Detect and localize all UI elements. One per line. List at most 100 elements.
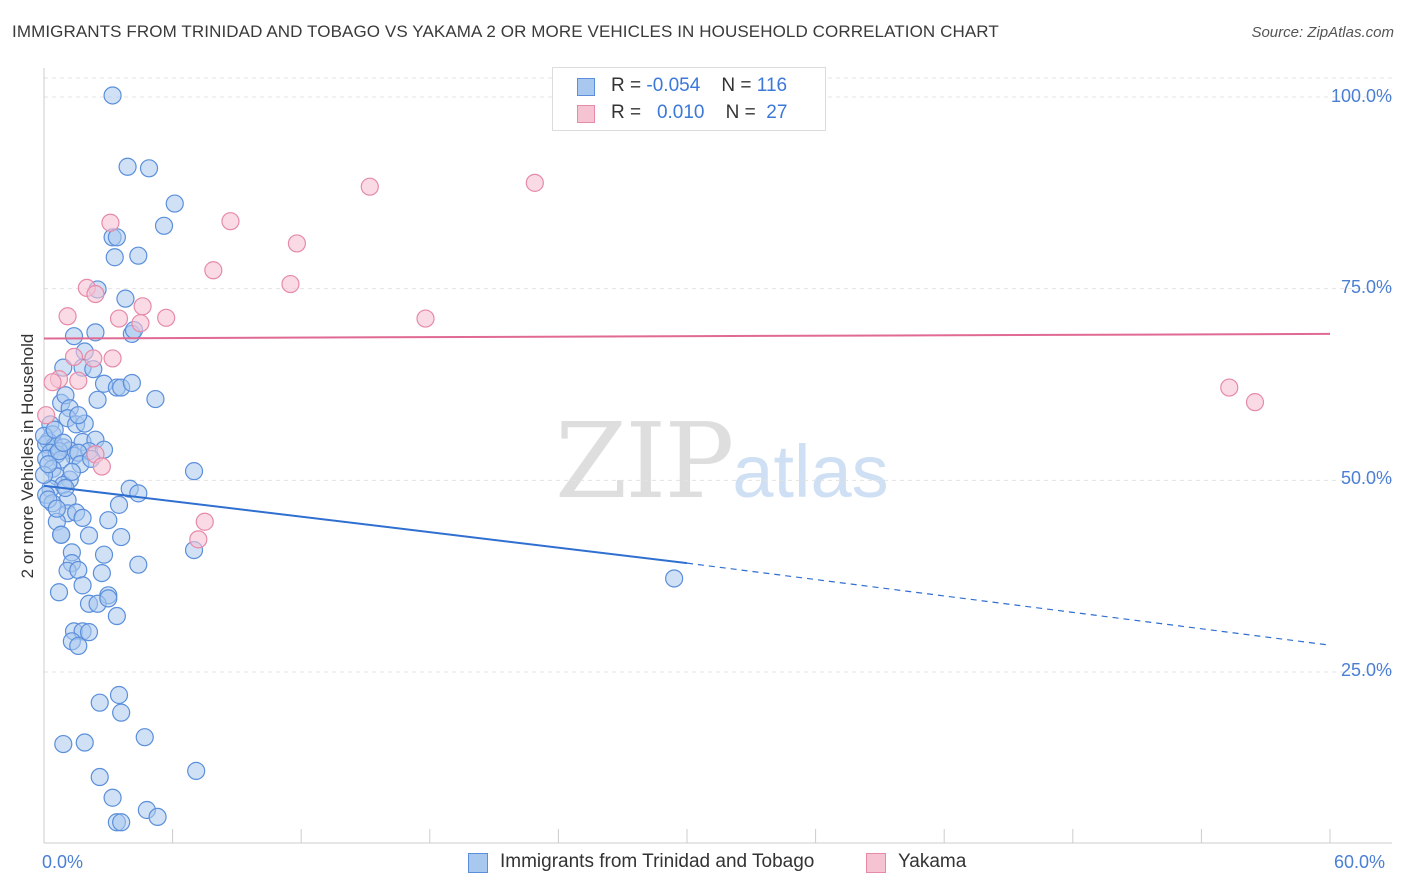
data-point-yakama [195,512,214,531]
data-point-trinidad [116,289,135,308]
legend-swatch-pink [577,105,595,123]
data-point-yakama [37,406,56,425]
data-point-trinidad [99,589,118,608]
trend-line-trinidad [43,484,688,565]
data-point-trinidad [135,728,154,747]
data-point-trinidad [86,323,105,342]
data-point-trinidad [92,563,111,583]
data-point-yakama [221,212,240,231]
legend-text: R = 0.010 N = 27 [611,102,787,124]
data-point-yakama [1245,393,1265,412]
data-point-trinidad [154,216,174,235]
data-point-yakama [101,213,120,232]
data-point-trinidad [112,813,131,832]
data-point-trinidad [112,527,131,547]
trend-line-yakama [43,332,1331,340]
data-point-trinidad [103,86,122,105]
data-point-trinidad [49,583,69,602]
data-point-trinidad [73,508,92,528]
data-point-trinidad [187,761,206,781]
data-point-trinidad [109,685,129,705]
y-tick-label-25: 25.0% [1340,660,1392,680]
data-point-trinidad [122,373,141,393]
data-point-trinidad [47,499,66,518]
data-point-trinidad [90,767,109,787]
legend-text: R = -0.054 N = 116 [611,75,787,97]
data-point-yakama [109,309,129,328]
data-point-yakama [92,457,111,476]
data-point-yakama [58,307,77,326]
data-point-trinidad [103,788,122,807]
data-point-trinidad [129,555,148,574]
data-point-trinidad [69,560,88,580]
data-point-trinidad [75,733,94,752]
data-point-yakama [64,347,84,366]
data-point-trinidad [39,455,58,474]
data-point-yakama [133,297,152,316]
data-point-yakama [131,314,150,333]
data-point-trinidad [52,525,71,544]
data-point-yakama [69,371,88,390]
y-tick-label-100: 100.0% [1330,86,1392,106]
data-point-yakama [416,309,435,328]
data-point-trinidad [105,248,124,267]
data-point-trinidad [73,576,92,595]
data-point-yakama [43,373,62,392]
data-point-trinidad [146,389,165,409]
y-tick-label-50: 50.0% [1340,468,1392,488]
data-point-trinidad [45,420,64,439]
x-tick-label-min: 0.0% [42,852,84,872]
y-tick-label-75: 75.0% [1340,277,1392,297]
data-point-trinidad [118,157,137,176]
data-point-trinidad [129,246,148,265]
r-label: R = [611,102,642,123]
r-value: -0.054 [646,75,701,96]
data-point-yakama [189,530,208,549]
data-point-trinidad [139,159,159,178]
data-point-trinidad [94,545,114,564]
data-point-yakama [525,173,544,192]
source-label: Source: ZipAtlas.com [1251,24,1394,41]
r-value: 0.010 [656,102,705,123]
n-value: 27 [766,102,788,123]
r-label: R = [611,75,642,96]
data-point-trinidad [112,703,131,722]
bottom-legend-swatch-pink [866,853,886,873]
data-point-trinidad [54,433,73,452]
data-point-trinidad [69,406,88,425]
n-label: N = [725,102,756,123]
data-point-trinidad [184,462,204,481]
data-point-trinidad [665,569,684,588]
data-point-trinidad [148,807,167,827]
legend-swatch-blue [577,78,595,96]
bottom-legend-swatch-blue [468,853,488,873]
data-point-trinidad [165,194,184,213]
data-point-trinidad [79,526,99,545]
correlation-legend: R = -0.054 N = 116 R = 0.010 N = 27 [552,67,826,131]
data-point-yakama [1220,378,1239,397]
zipatlas-watermark: ZIPatlas [555,400,889,522]
chart-title: IMMIGRANTS FROM TRINIDAD AND TOBAGO VS Y… [12,22,999,41]
data-point-yakama [103,349,122,368]
data-point-trinidad [69,636,88,656]
data-point-trinidad [54,734,73,754]
n-label: N = [721,75,752,96]
bottom-legend-label: Yakama [898,851,967,872]
trend-line-trinidad-projected [686,562,1331,646]
data-point-trinidad [129,484,148,503]
data-point-yakama [84,349,103,368]
data-point-yakama [281,274,300,294]
n-value: 116 [756,75,788,96]
bottom-legend-label: Immigrants from Trinidad and Tobago [500,851,815,872]
data-point-yakama [360,177,379,196]
data-point-trinidad [88,390,107,409]
data-point-yakama [157,308,176,327]
data-point-trinidad [64,327,84,346]
data-point-trinidad [99,511,118,530]
x-tick-label-max: 60.0% [1334,852,1386,872]
data-point-trinidad [62,462,81,481]
data-point-yakama [287,234,307,253]
data-point-trinidad [90,693,109,712]
data-point-trinidad [79,623,99,642]
